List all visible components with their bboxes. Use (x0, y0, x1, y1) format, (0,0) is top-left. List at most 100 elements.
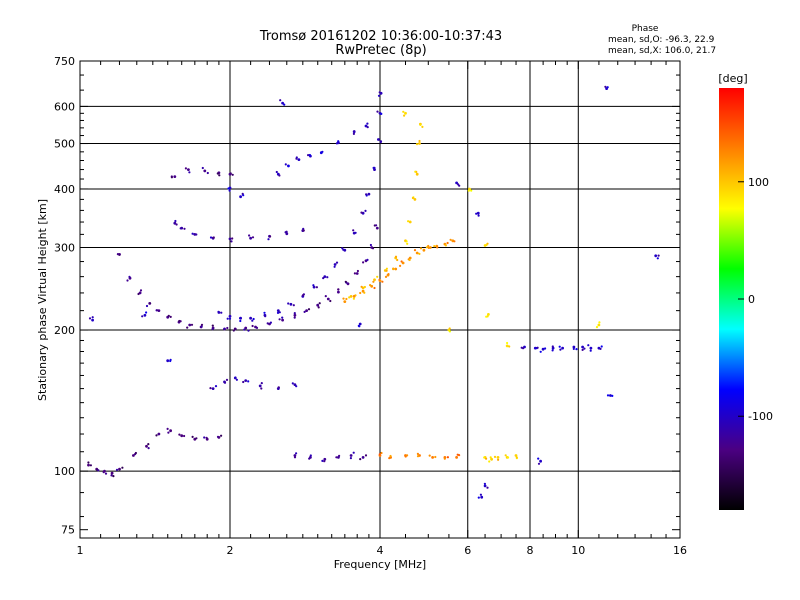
data-point (419, 123, 422, 126)
data-point (467, 189, 470, 192)
data-point (251, 236, 255, 239)
data-point (231, 237, 234, 240)
data-point (514, 454, 518, 457)
data-point (228, 317, 232, 320)
data-point (367, 192, 371, 196)
data-point (485, 315, 488, 318)
data-point (366, 122, 369, 125)
data-point (143, 313, 147, 317)
data-point (112, 475, 115, 478)
data-point (537, 457, 540, 460)
data-point (295, 385, 298, 388)
data-point (251, 319, 254, 322)
data-point (228, 314, 232, 318)
data-point (536, 346, 539, 349)
data-point (352, 132, 355, 135)
data-point (378, 91, 381, 94)
data-point (380, 112, 383, 115)
data-point (228, 189, 231, 192)
data-point (104, 472, 108, 475)
data-point (137, 292, 140, 296)
data-point (539, 350, 542, 353)
x-axis: 1 2 4 6 8 10 16 (77, 61, 687, 557)
data-point (175, 223, 178, 226)
data-point (486, 486, 489, 489)
data-point (599, 347, 602, 350)
data-point (223, 327, 226, 330)
data-point (387, 273, 390, 276)
data-point (421, 125, 424, 128)
data-point (191, 435, 194, 438)
data-point (342, 297, 345, 300)
data-point (173, 175, 177, 179)
data-point (475, 212, 478, 215)
legend-entry-x: mean, sd,X: 106.0, 21.7 (608, 46, 716, 56)
data-point (504, 454, 507, 457)
data-point (258, 384, 262, 388)
data-point (89, 464, 92, 467)
data-point (209, 387, 212, 390)
data-point (251, 324, 254, 328)
legend-title: Phase (632, 24, 659, 34)
data-point (188, 171, 191, 174)
data-point (479, 493, 482, 496)
data-point (118, 467, 121, 471)
data-point (508, 345, 511, 348)
data-point (369, 243, 372, 247)
data-point (333, 263, 337, 266)
data-point (551, 345, 554, 348)
data-point (283, 103, 286, 106)
data-point (211, 387, 215, 390)
data-point (363, 285, 366, 289)
data-point (287, 302, 290, 305)
data-point (203, 169, 207, 173)
data-point (329, 299, 332, 303)
data-point (157, 433, 160, 436)
data-point (654, 254, 658, 258)
data-point (167, 314, 170, 317)
data-point (302, 229, 305, 232)
data-point (147, 443, 150, 446)
y-axis-label: Stationary phase Virtual Height [km] (36, 199, 49, 401)
data-point (229, 172, 232, 175)
data-point (600, 345, 603, 348)
data-point (360, 285, 363, 288)
data-point (338, 454, 341, 457)
x-tick-label: 6 (464, 544, 471, 557)
data-point (335, 261, 339, 264)
scatter-points (87, 85, 660, 499)
data-point (312, 284, 315, 287)
data-point (404, 455, 407, 458)
data-point (166, 427, 169, 430)
data-point (287, 165, 290, 168)
data-point (166, 359, 170, 363)
data-point (415, 143, 419, 146)
data-point (483, 482, 486, 485)
data-point (293, 454, 297, 457)
data-point (244, 379, 248, 382)
data-point (234, 376, 237, 379)
data-point (539, 459, 542, 463)
data-point (337, 288, 340, 291)
y-tick-label: 300 (54, 242, 75, 255)
data-point (597, 323, 601, 327)
data-point (373, 286, 376, 290)
data-point (378, 453, 381, 456)
data-point (352, 297, 355, 300)
data-point (493, 455, 497, 458)
data-point (428, 454, 431, 457)
data-point (477, 496, 480, 499)
data-point (307, 154, 310, 157)
data-point (184, 167, 187, 170)
data-point (225, 378, 229, 381)
data-point (443, 457, 446, 460)
x-tick-label: 4 (377, 544, 384, 557)
data-point (379, 140, 383, 143)
data-point (183, 227, 186, 230)
data-point (200, 323, 204, 326)
data-point (248, 234, 251, 237)
data-point (326, 297, 330, 301)
x-tick-label: 10 (571, 544, 585, 557)
data-point (446, 456, 449, 459)
data-point (363, 291, 366, 294)
